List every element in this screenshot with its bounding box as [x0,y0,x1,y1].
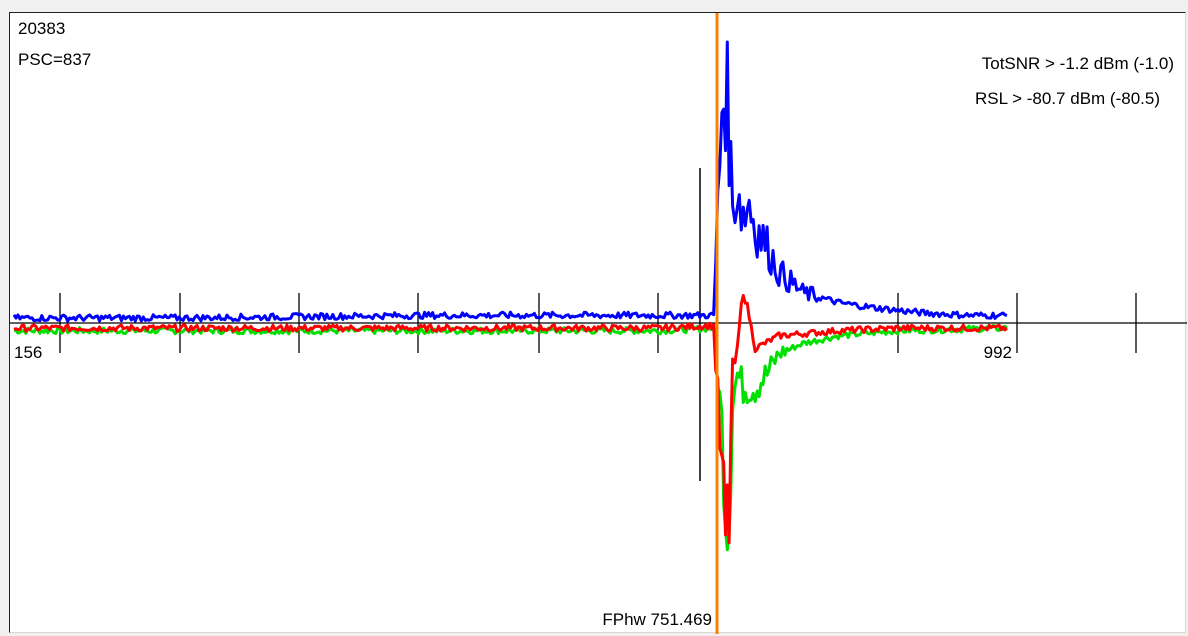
tick-label-end: 992 [984,343,1012,362]
signal-plot: 20383 PSC=837 TotSNR > -1.2 dBm (-1.0) R… [10,13,1187,634]
tick-label-start: 156 [14,343,42,362]
counter-label: 20383 [18,19,65,38]
traces [12,40,1009,552]
series-green-line [13,323,1009,552]
series-blue-line [12,40,1008,323]
totsnr-readout: TotSNR > -1.2 dBm (-1.0) [982,54,1174,73]
psc-label: PSC=837 [18,50,91,69]
tick-marks [59,293,1137,353]
fphw-label: FPhw 751.469 [602,610,712,629]
rsl-readout: RSL > -80.7 dBm (-80.5) [975,89,1160,108]
plot-panel: 20383 PSC=837 TotSNR > -1.2 dBm (-1.0) R… [9,12,1187,634]
series-red-line [13,294,1009,545]
